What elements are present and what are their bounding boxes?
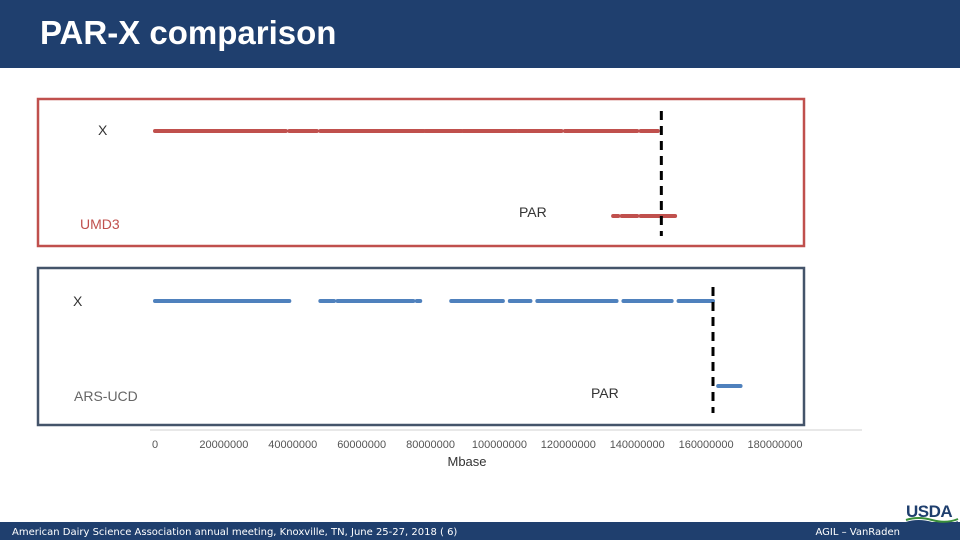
x-tick-label: 100000000 [472, 439, 527, 451]
x-tick-label: 160000000 [679, 439, 734, 451]
x-tick-label: 180000000 [747, 439, 802, 451]
umd3-x-label: X [98, 122, 108, 138]
page-title: PAR-X comparison [40, 14, 337, 51]
x-axis-ticks: 0 20000000 40000000 60000000 80000000 1000000… [152, 439, 803, 451]
footer-meeting-text: American Dairy Science Association annua… [12, 527, 458, 538]
x-tick-label: 140000000 [610, 439, 665, 451]
series-layer [153, 111, 743, 413]
title-bar [0, 0, 960, 68]
ars-panel-label: ARS-UCD [74, 388, 138, 404]
x-axis-title: Mbase [447, 454, 486, 469]
x-tick-label: 120000000 [541, 439, 596, 451]
umd3-panel-label: UMD3 [80, 216, 120, 232]
ars-par-label: PAR [591, 385, 619, 401]
umd3-par-label: PAR [519, 204, 547, 220]
x-tick-label: 60000000 [337, 439, 386, 451]
x-tick-label: 80000000 [406, 439, 455, 451]
footer-author-text: AGIL – VanRaden [815, 527, 900, 538]
ars-panel-frame [36, 266, 806, 427]
svg-text:USDA: USDA [906, 502, 952, 521]
x-tick-label: 0 [152, 439, 158, 451]
usda-logo: USDA [905, 502, 959, 526]
x-tick-label: 40000000 [268, 439, 317, 451]
x-tick-label: 20000000 [199, 439, 248, 451]
ars-x-label: X [73, 293, 83, 309]
footer-bar [0, 522, 960, 540]
umd3-panel-frame [36, 97, 806, 248]
